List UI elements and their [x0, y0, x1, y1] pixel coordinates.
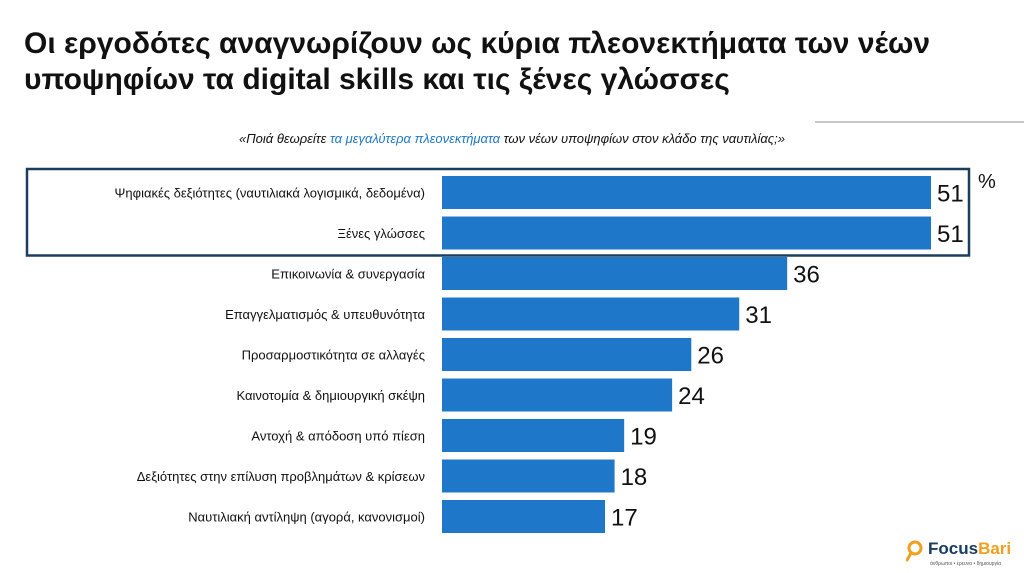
bar-3 — [442, 257, 788, 290]
highlight-box — [25, 167, 971, 257]
category-label-2: Ξένες γλώσσες — [338, 226, 425, 241]
category-label-3: Επικοινωνία & συνεργασία — [271, 267, 425, 282]
survey-question: «Ποιά θεωρείτε τα μεγαλύτερα πλεονεκτήμα… — [0, 131, 1024, 146]
bar-5 — [442, 338, 692, 371]
value-label-8: 18 — [621, 464, 648, 491]
header-divider — [815, 121, 1024, 123]
logo-tagline: άνθρωποι • έρευνα • δημιουργία — [930, 561, 1002, 567]
value-label-6: 24 — [678, 383, 705, 410]
value-label-7: 19 — [630, 424, 657, 451]
unit-label: % — [978, 171, 996, 193]
value-label-1: 51 — [937, 181, 964, 208]
logo-wordmark: FocusBari — [928, 539, 1012, 558]
bar-7 — [442, 419, 625, 452]
value-label-5: 26 — [697, 343, 724, 370]
magnifier-icon — [906, 540, 923, 562]
bar-1 — [442, 176, 931, 209]
category-label-4: Επαγγελματισμός & υπευθυνότητα — [225, 307, 425, 322]
bar-2 — [442, 216, 931, 250]
value-label-4: 31 — [745, 302, 772, 329]
category-label-7: Αντοχή & απόδοση υπό πίεση — [251, 429, 425, 444]
question-text-start: «Ποιά θεωρείτε — [239, 131, 330, 146]
value-label-9: 17 — [611, 505, 638, 532]
category-label-6: Καινοτομία & δημιουργική σκέψη — [236, 388, 425, 403]
bar-6 — [442, 378, 673, 412]
category-label-5: Προσαρμοστικότητα σε αλλαγές — [242, 348, 425, 363]
focusbari-logo: FocusBari άνθρωποι • έρευνα • δημιουργία — [906, 539, 1022, 569]
bar-9 — [442, 500, 605, 533]
question-text-highlight: τα μεγαλύτερα πλεονεκτήματα — [329, 131, 501, 146]
value-label-3: 36 — [793, 262, 820, 289]
category-label-8: Δεξιότητες στην επίλυση προβλημάτων & κρ… — [137, 469, 425, 484]
value-label-2: 51 — [937, 221, 964, 248]
page-title: Οι εργοδότες αναγνωρίζουν ως κύρια πλεον… — [24, 27, 931, 96]
bar-4 — [442, 297, 740, 331]
category-label-1: Ψηφιακές δεξιότητες (ναυτιλιακά λογισμικ… — [115, 186, 425, 201]
category-label-9: Ναυτιλιακή αντίληψη (αγορά, κανονισμοί) — [188, 510, 425, 525]
question-text-end: των νέων υποψηφίων στον κλάδο της ναυτιλ… — [500, 131, 785, 146]
bar-8 — [442, 459, 615, 493]
